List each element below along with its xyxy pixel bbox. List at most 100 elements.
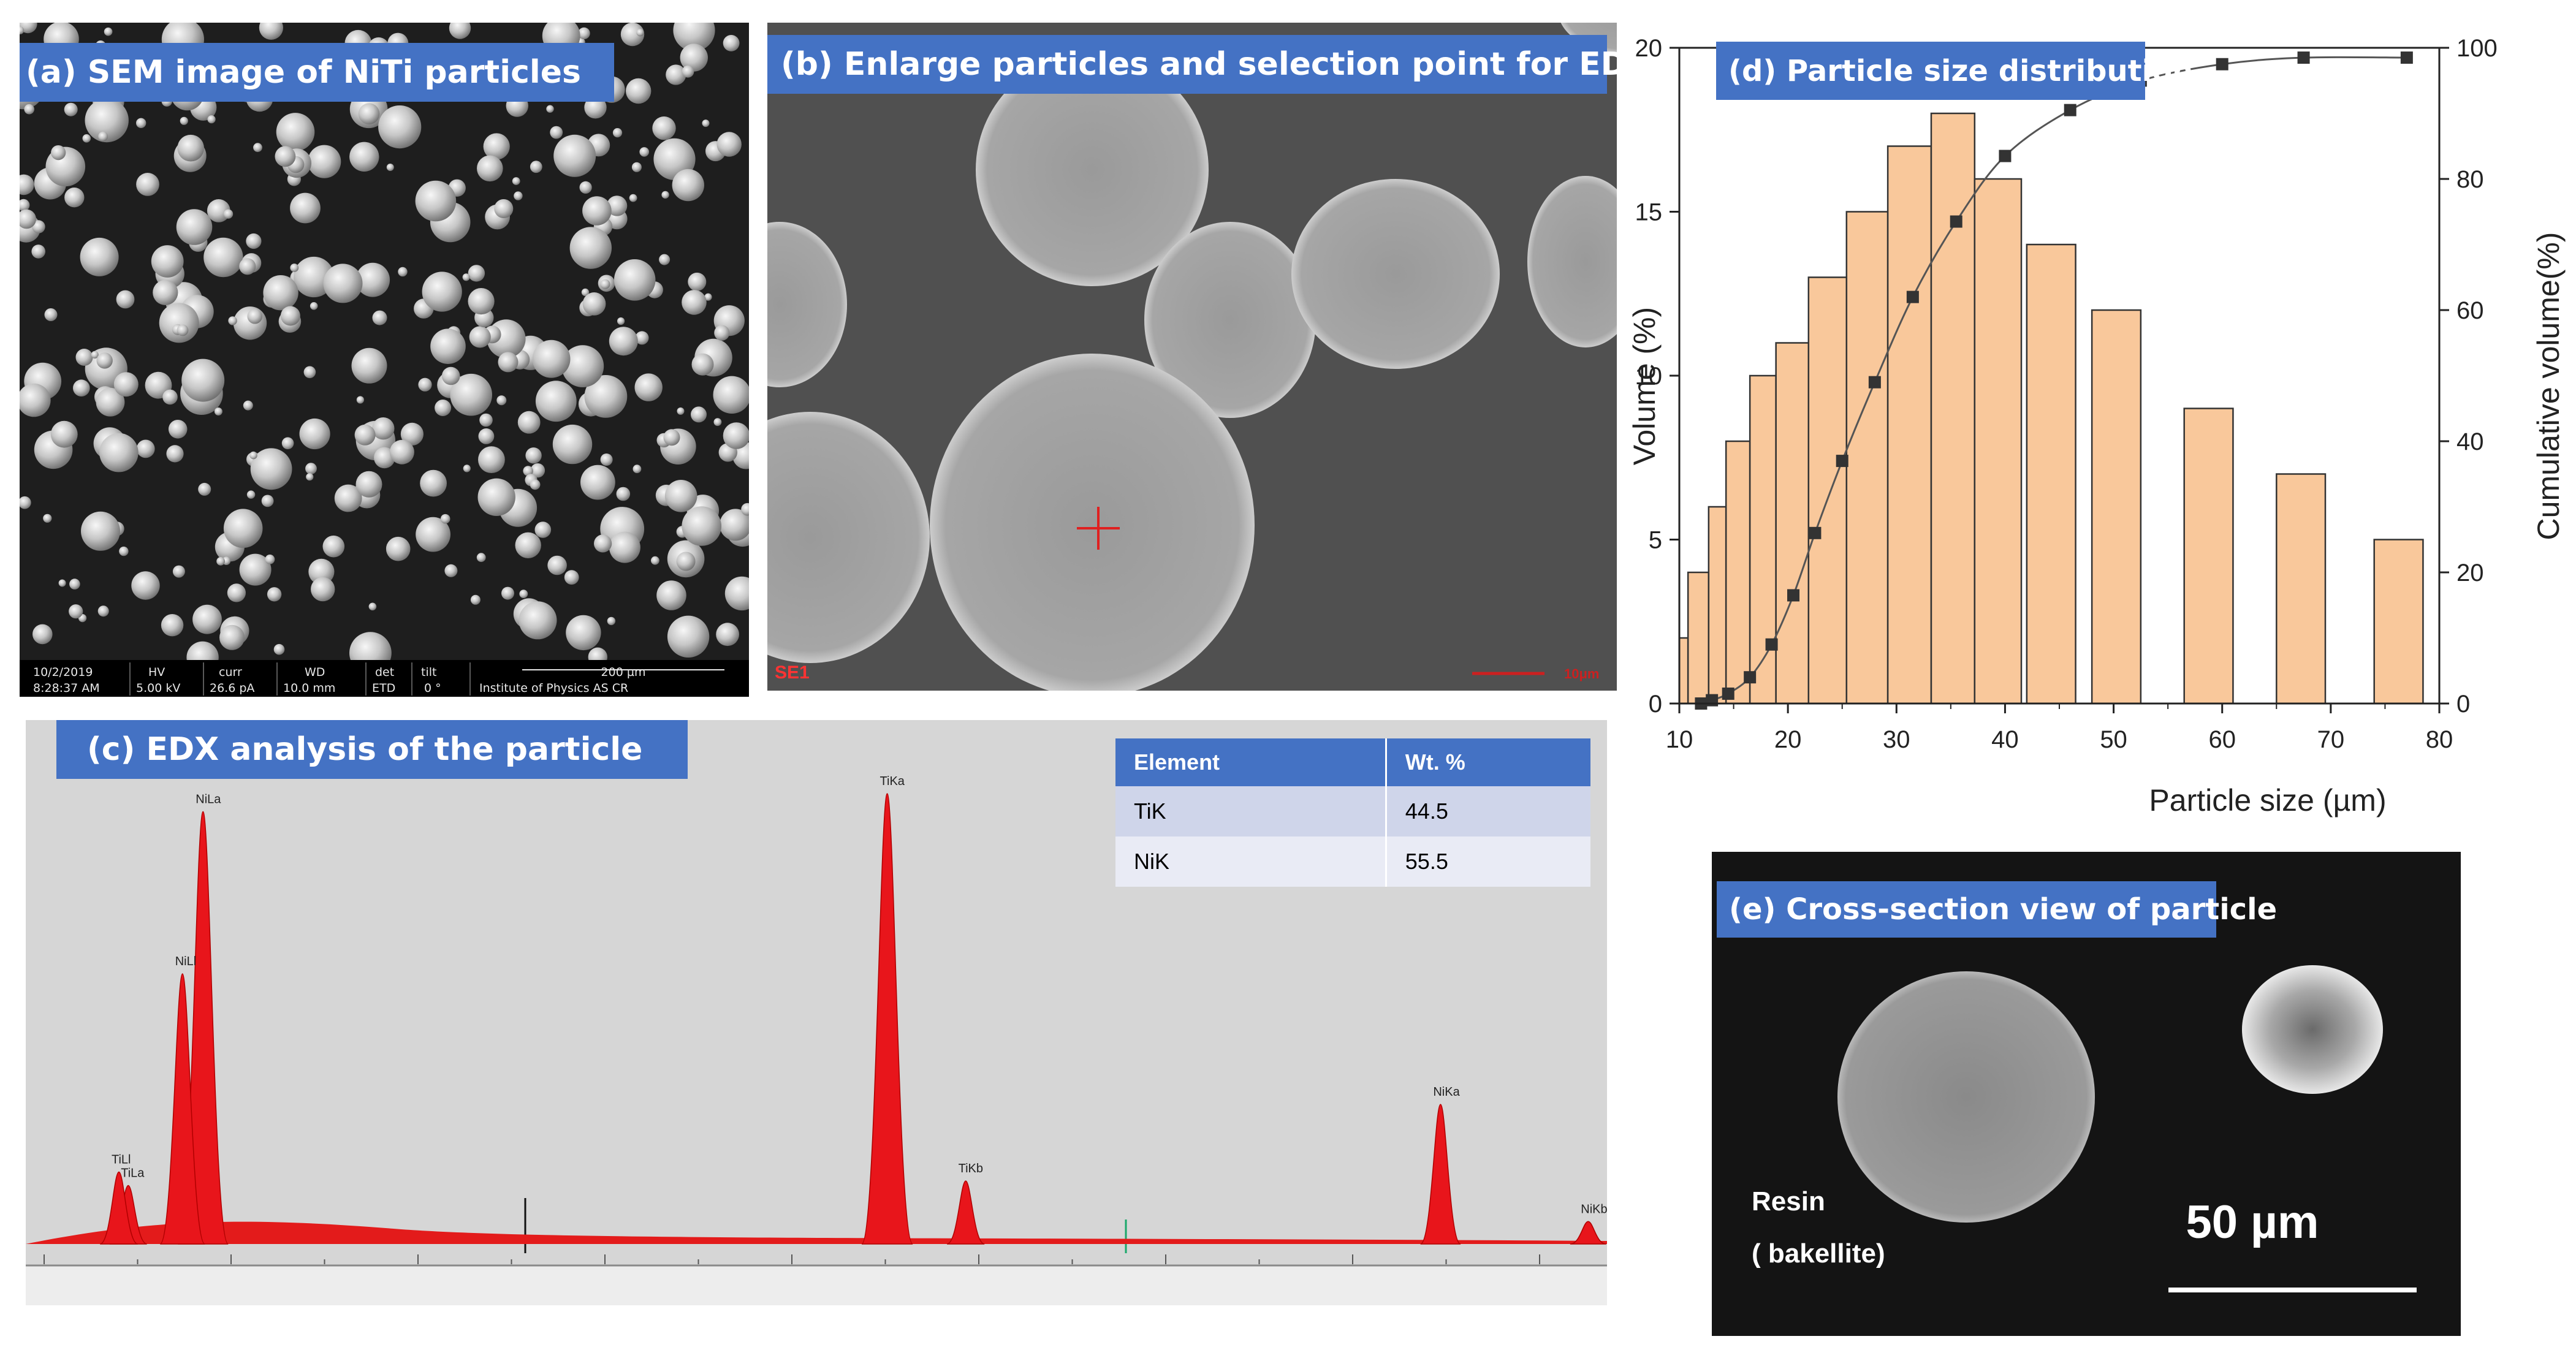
- cumulative-point: [1906, 290, 1919, 303]
- sem-particle: [651, 556, 659, 565]
- sem-particle: [530, 479, 541, 490]
- sem-particle: [159, 303, 199, 343]
- sem-particle: [96, 387, 125, 417]
- sem-header-curr: curr: [219, 666, 242, 679]
- sem-particle: [667, 615, 710, 658]
- sem-particle: [616, 487, 631, 501]
- sem-particle: [530, 463, 545, 478]
- sem-particle: [227, 583, 246, 602]
- sem-particle: [469, 326, 491, 348]
- chart-y2label: Cumulative volume(%): [2531, 232, 2566, 541]
- sem-particle: [724, 576, 749, 611]
- sem-particle: [682, 506, 721, 546]
- sem-particle: [24, 104, 34, 115]
- panel-a-label: (a) SEM image of NiTi particles: [20, 43, 614, 102]
- sem-particle: [50, 420, 78, 448]
- sem-detector-tag: SE1: [775, 662, 810, 683]
- table-header-wt: Wt. %: [1405, 749, 1465, 775]
- sem-particle: [64, 188, 85, 208]
- sem-particle: [136, 173, 159, 196]
- sem-particle: [372, 417, 395, 440]
- edx-peak: [946, 1180, 985, 1245]
- sem-particle: [75, 349, 93, 366]
- cumulative-point: [1836, 455, 1848, 468]
- sem-particle: [444, 564, 458, 577]
- sem-particle: [32, 220, 45, 233]
- sem-particle: [247, 308, 263, 324]
- sem-particle: [626, 78, 652, 104]
- histogram-bar: [2276, 473, 2327, 705]
- table-header-element: Element: [1115, 738, 1387, 786]
- cumulative-point: [2400, 51, 2413, 64]
- sem-particle: [633, 465, 642, 474]
- scale-label-b: 10μm: [1564, 666, 1600, 681]
- sem-particle: [119, 546, 129, 556]
- sem-particle: [214, 408, 222, 415]
- sem-particle: [550, 126, 563, 139]
- sem-time: 8:28:37 AM: [33, 681, 100, 695]
- sem-particle: [477, 155, 503, 182]
- y-tick-label: 10: [1635, 363, 1663, 390]
- resin-label: Resin: [1752, 1186, 1825, 1216]
- edx-peak-label: NiKa: [1433, 1085, 1460, 1099]
- sem-particle: [614, 259, 656, 301]
- sem-particle: [310, 302, 318, 310]
- sem-particle: [168, 420, 188, 439]
- sem-particle: [98, 131, 108, 142]
- sem-particle: [20, 383, 51, 417]
- sem-particle: [415, 180, 457, 222]
- sem-particle: [44, 308, 58, 321]
- sem-particle: [418, 377, 432, 392]
- particle-top: [976, 53, 1209, 286]
- sem-particle: [501, 586, 514, 600]
- sem-particle: [682, 65, 694, 78]
- sem-date: 10/2/2019: [33, 666, 93, 679]
- sem-particle: [517, 411, 541, 434]
- sem-header-det: det: [375, 666, 394, 679]
- sem-particle: [677, 407, 685, 415]
- sem-particle: [355, 262, 390, 297]
- histogram-bar: [1930, 112, 1976, 705]
- edx-peak-label: TiLa: [121, 1166, 145, 1180]
- sem-particle: [58, 579, 66, 587]
- sem-particle: [612, 128, 623, 138]
- sem-particle: [80, 237, 119, 276]
- edx-peak: [99, 1171, 139, 1245]
- sem-particle: [470, 594, 481, 605]
- sem-particle: [20, 199, 30, 211]
- sem-particle: [519, 590, 528, 598]
- sem-particle: [422, 271, 462, 312]
- sem-particle: [198, 482, 211, 496]
- sem-particle: [582, 196, 612, 226]
- sem-particle: [177, 134, 205, 162]
- sem-particle: [161, 614, 184, 637]
- sem-particle: [636, 28, 644, 37]
- sem-particle: [20, 26, 25, 34]
- sem-particle: [441, 366, 460, 385]
- sem-value-tilt: 0 °: [424, 681, 441, 695]
- panel-d-size-distribution: 10 20 30 40 50 60 70 80 0 5 10 15 20 0 20 40 60 80 100 Par…: [1618, 0, 2576, 846]
- sem-particle: [82, 134, 91, 143]
- sem-particle: [267, 587, 282, 602]
- sem-particle: [496, 395, 507, 406]
- cumulative-point: [1722, 687, 1734, 700]
- sem-particle: [566, 615, 601, 651]
- edx-peak-label: TiKb: [959, 1162, 983, 1175]
- y2-tick-label: 80: [2456, 166, 2484, 193]
- sem-particle: [680, 44, 709, 72]
- sem-particle: [600, 453, 613, 466]
- sem-particle: [303, 366, 316, 379]
- histogram-bar: [1708, 506, 1727, 705]
- sem-particle: [162, 389, 178, 405]
- x-tick-label: 10: [1666, 726, 1693, 753]
- sem-particle: [400, 422, 424, 446]
- particle-left-bottom: [767, 412, 930, 663]
- histogram-bar: [1775, 342, 1810, 705]
- sem-particle: [69, 578, 80, 590]
- sem-particle: [273, 643, 285, 655]
- sem-particle: [305, 463, 317, 474]
- histogram-bar: [2373, 539, 2424, 705]
- enlarged-particles-image: SE1 10μm: [767, 23, 1617, 691]
- x-tick-label: 40: [1991, 726, 2019, 753]
- y2-tick-label: 60: [2456, 297, 2484, 324]
